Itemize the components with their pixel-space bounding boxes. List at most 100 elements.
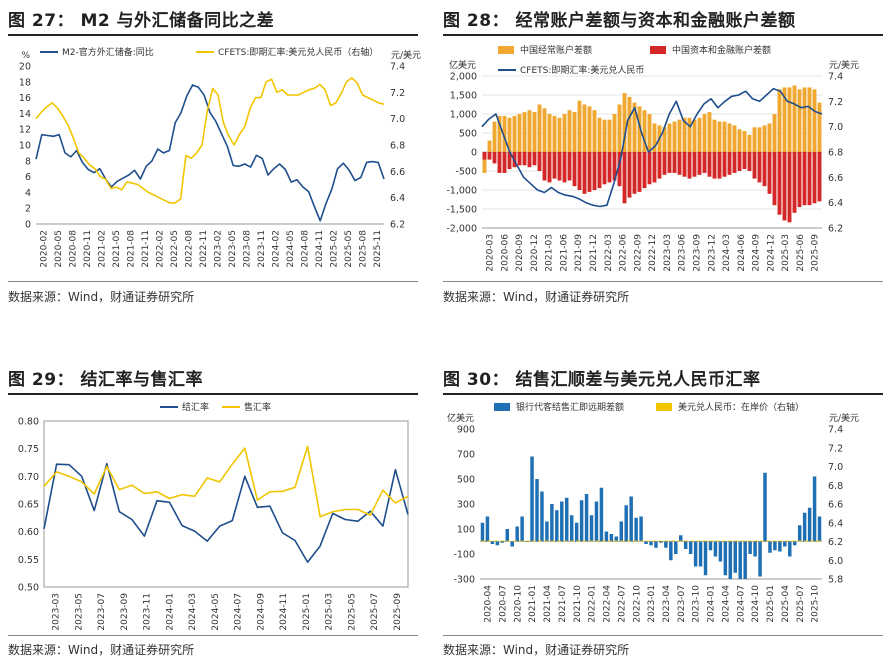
bar	[619, 521, 623, 542]
bar	[550, 504, 554, 542]
bar	[512, 115, 517, 152]
legend-label: CFETS:即期汇率:美元兑人民币（右轴）	[218, 46, 378, 58]
x-tick-label: 2024-02	[271, 230, 281, 268]
bar	[797, 152, 802, 208]
x-tick-label: 2020-03	[486, 234, 496, 272]
bar	[702, 114, 707, 152]
bar	[683, 540, 689, 542]
bar	[778, 541, 782, 552]
x-tick-label: 2021-09	[574, 234, 584, 272]
bar	[689, 540, 695, 542]
bar	[517, 114, 522, 152]
y-tick-label: 2,000	[450, 72, 477, 83]
bar	[530, 456, 534, 542]
bar	[565, 497, 569, 542]
bar	[757, 152, 762, 183]
bar	[792, 152, 797, 213]
bar	[734, 540, 739, 542]
bar	[632, 152, 637, 194]
x-tick-label: 2025-11	[373, 230, 383, 268]
bar	[797, 540, 803, 542]
x-tick-label: 2021-01	[528, 585, 538, 623]
bar	[480, 540, 486, 542]
y-tick-label: 0	[471, 148, 477, 159]
bar	[594, 540, 600, 542]
fig27-bottom-rule	[8, 281, 418, 282]
bar	[557, 152, 562, 181]
bar	[738, 541, 742, 579]
bar	[807, 87, 812, 152]
bar	[788, 541, 792, 557]
bar	[787, 87, 792, 152]
y2-tick-label: 6.0	[828, 556, 843, 567]
x-tick-label: 2024-11	[315, 230, 325, 268]
x-tick-label: 2022-10	[632, 585, 642, 623]
y-tick-label: 2	[25, 204, 31, 215]
bar	[732, 152, 737, 173]
y2-tick-label: 6.2	[828, 537, 843, 548]
y2-unit-label: 元/美元	[829, 59, 859, 71]
y-tick-label: 16	[19, 93, 31, 104]
x-tick-label: 2023-09	[692, 234, 702, 272]
bar	[562, 152, 567, 183]
bar	[627, 152, 632, 198]
bar	[617, 152, 622, 187]
y2-tick-label: 6.4	[390, 193, 405, 204]
bar	[557, 117, 562, 152]
y-tick-label: -100	[453, 550, 475, 561]
bar	[717, 152, 722, 179]
bar	[582, 104, 587, 152]
bar	[620, 540, 625, 542]
y-tick-label: 1,000	[450, 110, 477, 121]
y2-tick-label: 6.8	[828, 481, 843, 492]
y2-tick-label: 6.6	[828, 500, 843, 511]
bar	[707, 152, 712, 177]
y-tick-label: 0.80	[18, 417, 39, 428]
y2-unit-label: 元/美元	[391, 49, 421, 61]
y-tick-label: 700	[457, 450, 475, 461]
bar	[607, 119, 612, 152]
bar	[712, 152, 717, 179]
legend-label: 结汇率	[182, 401, 209, 413]
bar	[537, 104, 542, 152]
bar	[627, 96, 632, 152]
bar	[682, 117, 687, 152]
bar	[802, 152, 807, 206]
bar	[672, 121, 677, 152]
bar	[727, 540, 733, 542]
bar	[499, 540, 505, 542]
x-tick-label: 2022-01	[588, 585, 598, 623]
x-tick-label: 2023-12	[707, 234, 717, 272]
bar	[497, 152, 502, 173]
y-tick-label: 0.65	[18, 500, 39, 511]
bar	[647, 114, 652, 152]
bar	[552, 152, 557, 179]
y2-tick-label: 6.2	[828, 224, 843, 235]
bar	[654, 541, 658, 548]
fig27-title: 图 27： M2 与外汇储备同比之差	[8, 11, 275, 31]
bar	[677, 152, 682, 175]
fig27-source: 数据来源：Wind，财通证券研究所	[8, 290, 195, 304]
fig27-chart: 0 2 4 6 8 10 12 14 16 18 20 6.2 6.4 6.6 6.8 7.0 7.2 7.4% 元…	[19, 46, 421, 268]
bar	[592, 152, 597, 190]
x-tick-label: 2024-05	[286, 230, 296, 268]
bar	[518, 540, 524, 542]
bar	[577, 152, 582, 190]
x-tick-label: 2021-12	[589, 234, 599, 272]
x-tick-label: 2020-12	[530, 234, 540, 272]
bar	[669, 541, 673, 561]
y-tick-label: 0.60	[18, 527, 39, 538]
bar	[562, 114, 567, 152]
bar	[537, 540, 543, 542]
legend-label: M2-官方外汇储备:同比	[62, 46, 154, 58]
x-tick-label: 2024-07	[736, 585, 746, 623]
x-tick-label: 2023-08	[242, 230, 252, 268]
bar	[728, 541, 733, 579]
series-line	[35, 84, 385, 222]
bar	[727, 123, 732, 152]
y-tick-label: 20	[19, 62, 31, 73]
bar	[512, 540, 518, 542]
bar	[708, 540, 714, 542]
bar	[602, 119, 607, 152]
bar	[757, 127, 762, 152]
